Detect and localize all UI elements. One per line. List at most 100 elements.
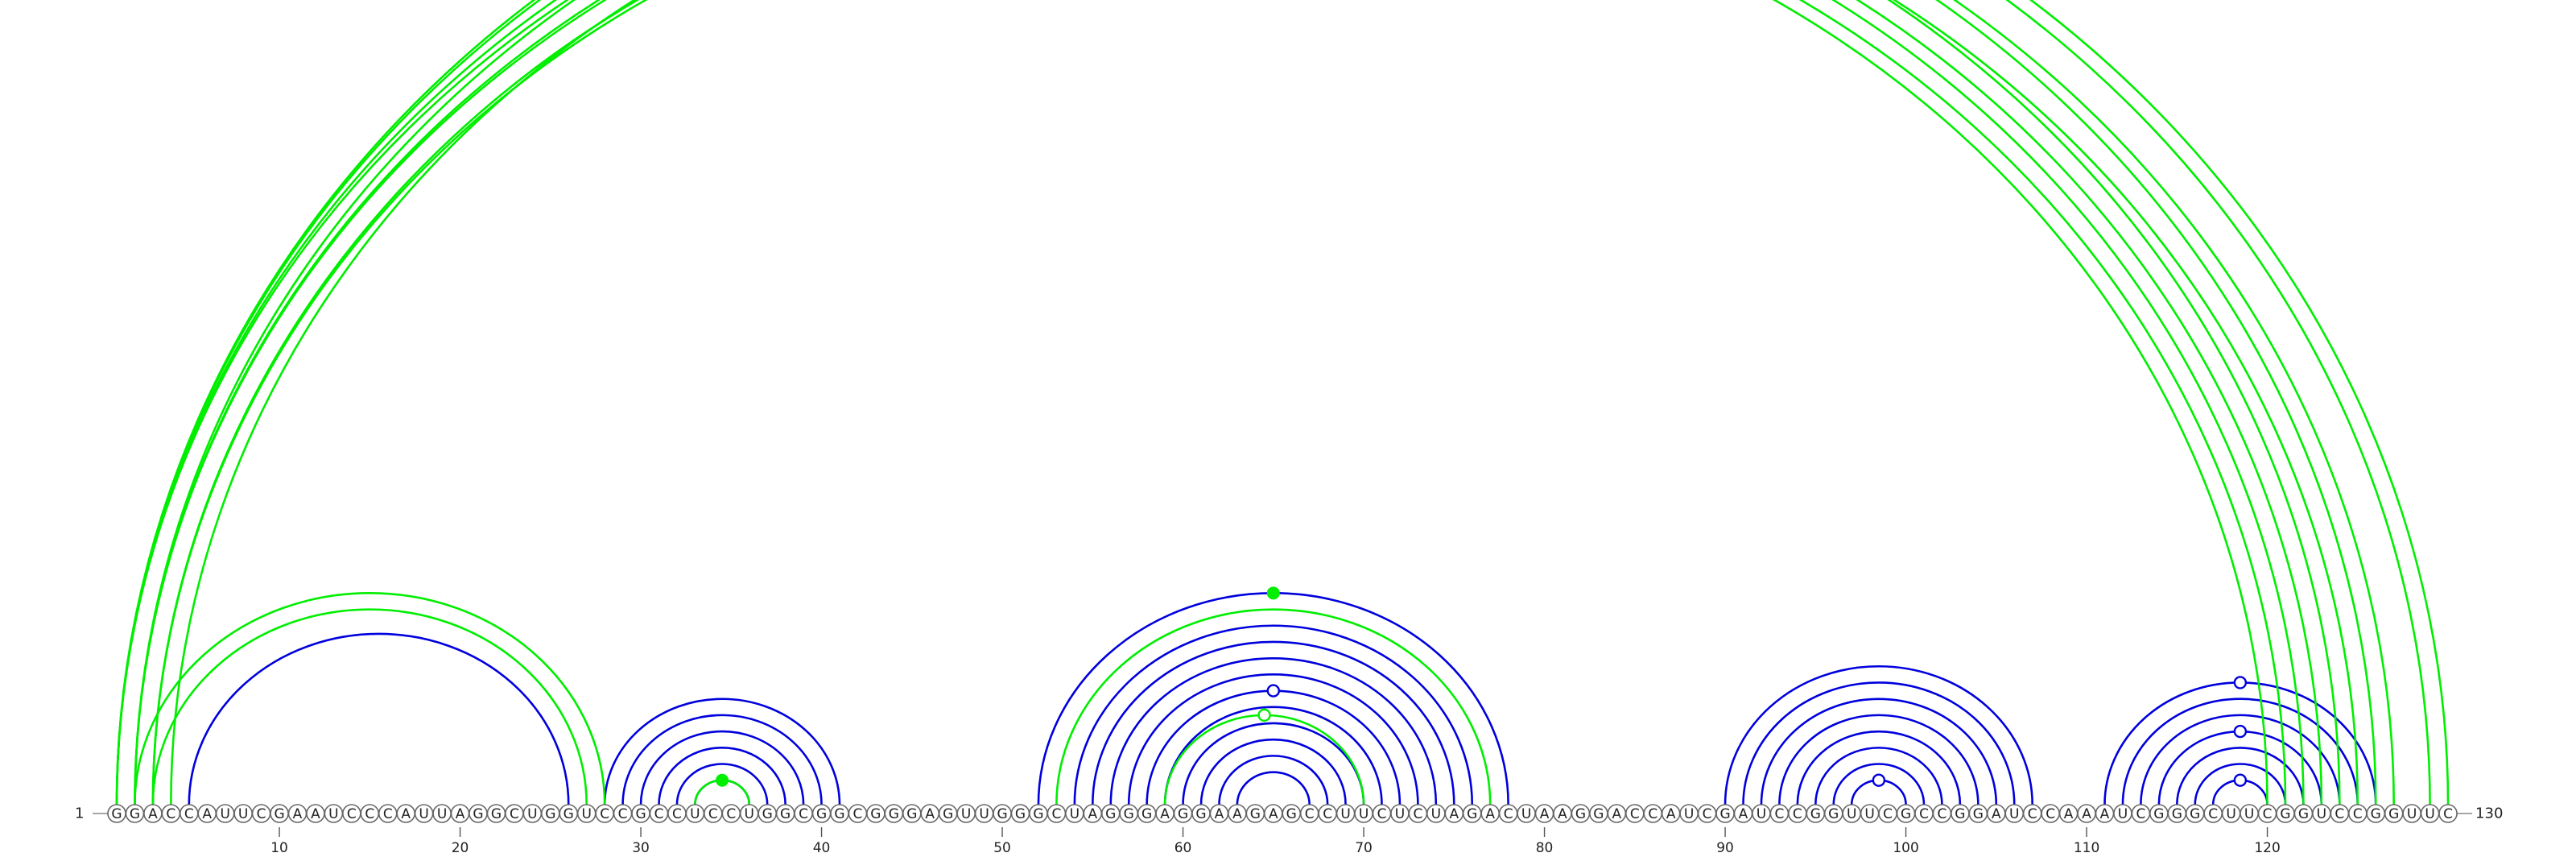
arc-apex-marker: [2233, 773, 2248, 787]
nucleotide-letter: U: [2407, 806, 2417, 822]
reference-pair-arc: [2157, 730, 2323, 805]
nucleotide: U: [522, 804, 543, 823]
reference-pair-arc: [1236, 771, 1311, 805]
nucleotide: C: [1643, 804, 1663, 823]
nucleotide-letter: C: [510, 806, 519, 822]
nucleotide: C: [2131, 804, 2151, 823]
nucleotide: A: [1155, 804, 1174, 823]
nucleotide-letter: U: [2009, 806, 2019, 822]
nucleotide: C: [1769, 804, 1790, 823]
nucleotide: G: [1245, 804, 1265, 823]
nucleotide: C: [2022, 804, 2042, 823]
nucleotide: U: [1426, 804, 1446, 823]
nucleotide-letter: C: [184, 806, 194, 822]
nucleotide-letter: G: [130, 806, 140, 822]
nucleotide-letter: C: [1793, 806, 1802, 822]
nucleotide-letter: U: [220, 806, 229, 822]
axis-tick-label: 20: [452, 840, 469, 856]
nucleotide: G: [758, 804, 778, 823]
nucleotide-letter: G: [2280, 806, 2290, 822]
nucleotide: A: [2058, 804, 2079, 823]
nucleotide: C: [1697, 804, 1717, 823]
predicted-pair-arc: [1055, 608, 1492, 805]
arc-apex-marker: [1266, 586, 1280, 600]
nucleotide-letter: U: [581, 806, 591, 822]
nucleotide: G: [1968, 804, 1988, 823]
nucleotide-letter: C: [2028, 806, 2037, 822]
axis-tick-label: 110: [2074, 840, 2099, 856]
nucleotide: G: [1715, 804, 1735, 823]
arc-apex-marker: [2233, 724, 2248, 739]
nucleotide: C: [342, 804, 361, 823]
nucleotide: G: [2185, 804, 2205, 823]
nucleotide: C: [704, 804, 723, 823]
nucleotide: A: [396, 804, 416, 823]
nucleotide: C: [1932, 804, 1952, 823]
predicted-pair-arc: [134, 0, 2305, 805]
reference-pair-arc: [1127, 673, 1419, 805]
nucleotide-letter: C: [166, 806, 175, 822]
nucleotide: A: [197, 804, 217, 823]
axis-layer: 10 20 30 40 50 60 70 80 90 100 110 120: [270, 827, 2281, 856]
nucleotide: G: [469, 804, 488, 823]
predicted-pair-arc: [134, 592, 606, 805]
nucleotide-letter: C: [1323, 806, 1332, 822]
nucleotide-letter: U: [1521, 806, 1531, 822]
nucleotide-letter: G: [1105, 806, 1116, 822]
nucleotide: A: [1607, 804, 1627, 823]
reference-pair-arc: [1092, 640, 1455, 805]
nucleotide: U: [414, 804, 434, 823]
nucleotide: U: [1517, 804, 1536, 823]
nucleotide-letter: C: [672, 806, 682, 822]
reference-pair-arc: [1742, 681, 2016, 805]
nucleotide: U: [1860, 804, 1880, 823]
nucleotide: A: [450, 804, 470, 823]
nucleotide: G: [884, 804, 904, 823]
nucleotide-letter: A: [2100, 806, 2110, 822]
nucleotide-letter: A: [202, 806, 212, 822]
nucleotide: U: [1390, 804, 1410, 823]
reference-pair-arc: [675, 763, 769, 805]
reference-pair-arc: [2140, 714, 2341, 805]
nucleotide: G: [1951, 804, 1970, 823]
nucleotide-letter: C: [726, 806, 736, 822]
reference-pair-arc: [1814, 746, 1943, 805]
nucleotide: U: [1354, 804, 1373, 823]
nucleotide-letter: C: [708, 806, 718, 822]
nucleotide-letter: G: [1810, 806, 1821, 822]
nucleotide-letter: A: [1540, 806, 1550, 822]
nucleotide-letter: G: [473, 806, 483, 822]
nucleotide-letter: G: [491, 806, 502, 822]
predicted-pair-arc: [117, 0, 2376, 805]
nucleotide-letter: U: [2317, 806, 2326, 822]
nucleotide-letter: G: [564, 806, 574, 822]
nucleotide: G: [2276, 804, 2295, 823]
nucleotide: U: [2420, 804, 2440, 823]
nucleotide: U: [2113, 804, 2132, 823]
nucleotide-letter: A: [311, 806, 320, 822]
nucleotide: U: [1752, 804, 1771, 823]
nucleotide-letter: C: [618, 806, 628, 822]
predicted-pair-arc: [151, 0, 2287, 805]
nucleotide-letter: A: [1088, 806, 1097, 822]
nucleotide-letter: C: [799, 806, 808, 822]
nucleotide: C: [595, 804, 614, 823]
nucleotide: U: [974, 804, 994, 823]
nucleotide: U: [1335, 804, 1356, 823]
nucleotide-letter: C: [2443, 806, 2453, 822]
nucleotide-letter: C: [1938, 806, 1947, 822]
nucleotide-letter: G: [906, 806, 917, 822]
nucleotide: C: [1318, 804, 1337, 823]
nucleotide-letter: G: [1593, 806, 1604, 822]
nucleotide-letter: G: [2298, 806, 2309, 822]
nucleotide: U: [2240, 804, 2259, 823]
nucleotide-letter: G: [1250, 806, 1261, 822]
nucleotide: U: [233, 804, 253, 823]
nucleotide-letter: G: [816, 806, 827, 822]
nucleotide-letter: U: [979, 806, 989, 822]
nucleotide: C: [251, 804, 271, 823]
nucleotide: G: [902, 804, 922, 823]
nucleotide-letter: C: [2208, 806, 2218, 822]
nucleotide: G: [1806, 804, 1826, 823]
nucleotide: C: [613, 804, 633, 823]
